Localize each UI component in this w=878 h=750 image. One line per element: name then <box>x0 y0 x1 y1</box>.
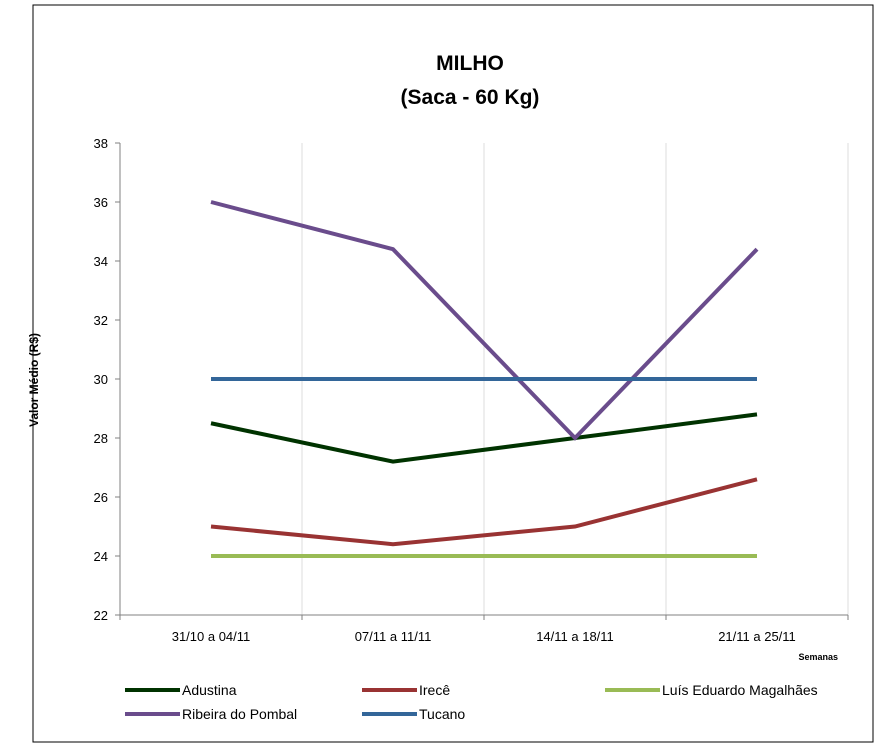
x-tick-label: 31/10 a 04/11 <box>172 629 251 644</box>
chart-title-line-2: (Saca - 60 Kg) <box>401 86 540 109</box>
y-tick-labels: 22 24 26 28 30 32 34 36 38 <box>94 136 108 623</box>
y-tick-label: 36 <box>94 195 108 210</box>
y-tick-label: 26 <box>94 490 108 505</box>
y-tick-label: 24 <box>94 549 108 564</box>
axes <box>115 142 849 620</box>
y-tick-label: 28 <box>94 431 108 446</box>
y-tick-label: 38 <box>94 136 108 151</box>
series-line-adustina <box>210 412 758 464</box>
x-tick-label: 14/11 a 18/11 <box>536 629 614 644</box>
y-tick-label: 30 <box>94 372 108 387</box>
series-line-ribeira-do-pombal <box>210 200 759 441</box>
series-line-irece <box>210 477 758 547</box>
legend-label-tucano: Tucano <box>419 706 465 722</box>
legend-label-adustina: Adustina <box>182 682 237 698</box>
x-tick-label: 21/11 a 25/11 <box>718 629 796 644</box>
legend: Adustina Irecê Luís Eduardo Magalhães Ribei… <box>125 682 818 722</box>
x-tick-label: 07/11 a 11/11 <box>355 629 432 644</box>
y-tick-label: 34 <box>94 254 108 269</box>
x-axis-title: Semanas <box>798 652 838 662</box>
chart-border <box>32 4 874 743</box>
chart-title-line-1: MILHO <box>436 52 504 75</box>
y-tick-label: 22 <box>94 608 108 623</box>
legend-label-irece: Irecê <box>419 682 450 698</box>
x-tick-labels: 31/10 a 04/11 07/11 a 11/11 14/11 a 18/11 2… <box>172 629 796 644</box>
legend-label-ribeira-do-pombal: Ribeira do Pombal <box>182 706 297 722</box>
legend-label-luis-eduardo-magalhaes: Luís Eduardo Magalhães <box>662 682 818 698</box>
y-axis-title: Valor Médio (R$) <box>27 333 41 427</box>
series-lines <box>210 200 759 558</box>
y-tick-label: 32 <box>94 313 108 328</box>
